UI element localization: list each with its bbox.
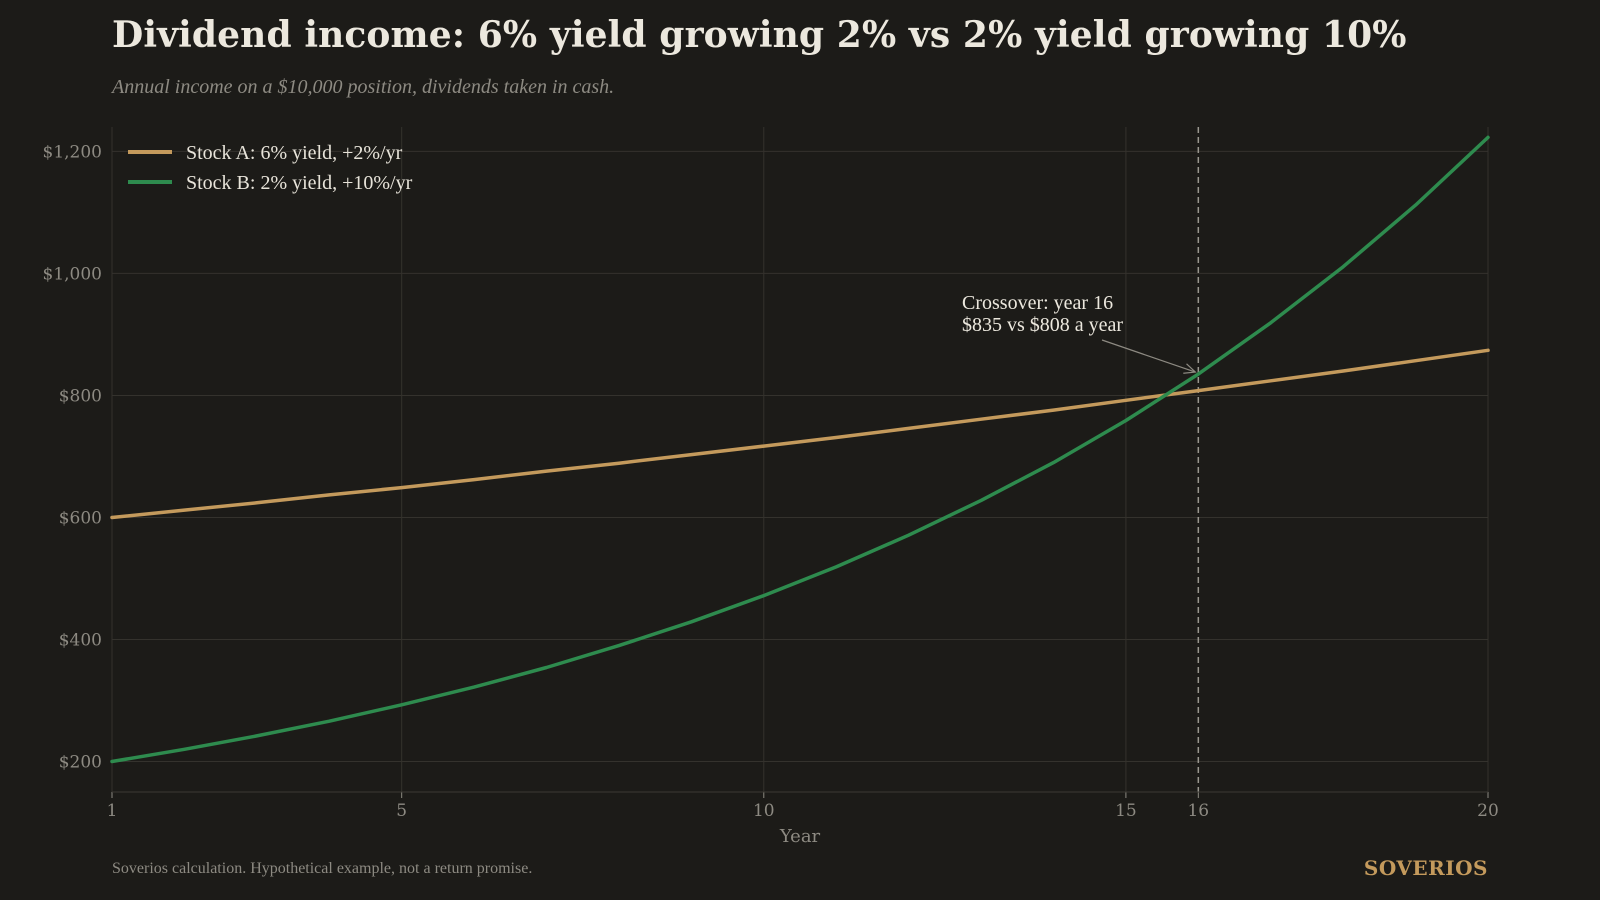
crossover-arrowhead <box>1183 363 1197 374</box>
x-tick-label: 5 <box>396 801 407 821</box>
x-tick-label: 20 <box>1477 801 1499 821</box>
brand-logo: SOVERIOS <box>1363 856 1488 880</box>
crossover-annotation: Crossover: year 16 $835 vs $808 a year <box>962 292 1197 374</box>
crossover-label-line2: $835 vs $808 a year <box>962 314 1123 336</box>
chart-subtitle: Annual income on a $10,000 position, div… <box>112 76 615 98</box>
footer-note: Soverios calculation. Hypothetical examp… <box>112 860 533 877</box>
x-tick-label: 10 <box>753 801 775 821</box>
crossover-arrow <box>1101 339 1196 373</box>
legend-label-stock-a: Stock A: 6% yield, +2%/yr <box>186 142 403 164</box>
x-tick-label: 15 <box>1115 801 1137 821</box>
grid-layer <box>111 127 1489 792</box>
y-tick-label: $1,000 <box>43 264 102 284</box>
series-line-stock-b <box>110 135 1490 764</box>
crossover-label-line1: Crossover: year 16 <box>962 292 1113 314</box>
x-tick-label: 1 <box>107 801 118 821</box>
page-title: Dividend income: 6% yield growing 2% vs … <box>112 14 1407 56</box>
x-tick-label: 16 <box>1187 801 1209 821</box>
x-axis-title: Year <box>779 826 821 847</box>
series-line-stock-a <box>110 348 1490 520</box>
y-tick-label: $600 <box>59 508 102 528</box>
series-layer <box>110 135 1490 764</box>
y-tick-label: $800 <box>59 386 102 406</box>
y-tick-label: $200 <box>59 752 102 772</box>
y-tick-label: $400 <box>59 630 102 650</box>
legend: Stock A: 6% yield, +2%/yr Stock B: 2% yi… <box>128 142 413 194</box>
legend-label-stock-b: Stock B: 2% yield, +10%/yr <box>186 172 413 194</box>
y-tick-label: $1,200 <box>43 142 102 162</box>
